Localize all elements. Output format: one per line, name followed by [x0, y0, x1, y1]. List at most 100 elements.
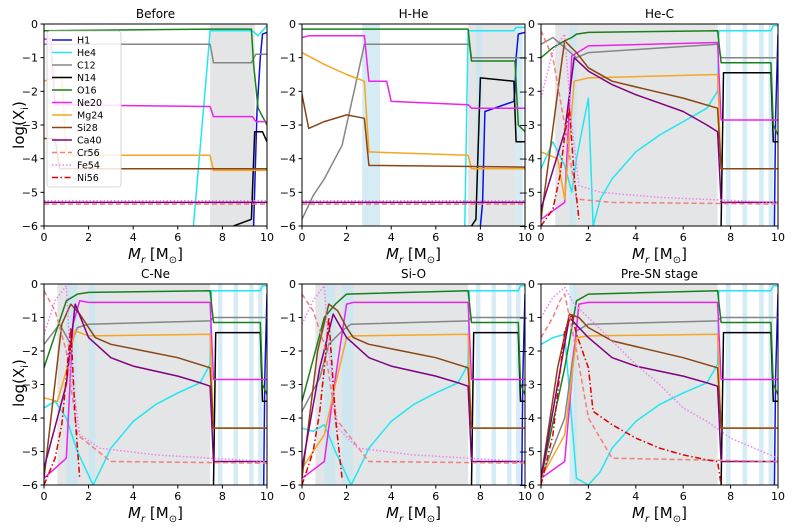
y-tick-label: −3 [280, 379, 296, 392]
svg-text:log(Xi): log(Xi) [10, 101, 31, 149]
legend-label: Si28 [77, 123, 98, 134]
series-o16 [302, 289, 525, 402]
series-group [302, 284, 525, 485]
convective-band [475, 284, 481, 485]
series-h1 [773, 294, 778, 485]
legend-label: He4 [77, 48, 96, 59]
x-tick-label: 6 [680, 231, 687, 244]
x-tick-label: 4 [388, 490, 395, 503]
x-tick-label: 6 [432, 490, 439, 503]
y-tick-label: −3 [519, 119, 535, 132]
y-tick-label: −2 [280, 345, 296, 358]
y-tick-label: −2 [22, 85, 38, 98]
series-cr56 [541, 293, 778, 463]
series-ne20 [541, 301, 778, 479]
convective-band [516, 284, 521, 485]
convective-band [768, 284, 774, 485]
series-c12 [44, 43, 267, 64]
svg-text:log(Xi): log(Xi) [10, 359, 31, 407]
y-tick-label: −6 [22, 479, 38, 492]
y-tick-label: −4 [519, 412, 535, 425]
series-ne20 [302, 35, 525, 109]
series-ca40 [44, 303, 267, 469]
convective-band [324, 284, 336, 485]
convective-band [217, 284, 223, 485]
x-tick-label: 8 [727, 231, 734, 244]
series-he4 [192, 25, 267, 226]
panel-title: Before [136, 7, 175, 21]
x-tick-label: 4 [130, 490, 137, 503]
y-tick-label: −2 [519, 85, 535, 98]
x-tick-label: 0 [538, 231, 545, 244]
series-h1 [520, 294, 525, 485]
convective-band [66, 284, 78, 485]
y-tick-label: −5 [280, 186, 296, 199]
panel-title: He-C [645, 7, 674, 21]
y-tick-label: −4 [280, 412, 296, 425]
y-tick-label: −5 [280, 446, 296, 459]
convective-band [491, 284, 497, 485]
legend-label: Cr56 [77, 148, 100, 159]
y-tick-label: −5 [22, 186, 38, 199]
x-tick-label: 6 [174, 231, 181, 244]
x-axis-label: Mr [M⊙] [128, 245, 183, 266]
y-tick-label: 0 [289, 278, 296, 291]
series-h1 [262, 294, 267, 485]
series-si28 [541, 313, 778, 479]
panel-1: H-He 0 2 4 6 8 10 0 −1 −2 −3 −4 −5 −6 Mr [M⊙] [280, 7, 532, 266]
x-tick-label: 6 [680, 490, 687, 503]
y-tick-label: −2 [22, 345, 38, 358]
x-tick-label: 2 [585, 231, 592, 244]
x-axis-label: Mr [M⊙] [386, 245, 441, 266]
y-tick-label: −1 [280, 312, 296, 325]
convective-band [88, 284, 96, 485]
series-ca40 [302, 313, 525, 469]
series-o16 [302, 28, 525, 133]
series-cr56 [302, 293, 525, 464]
series-he4 [541, 24, 778, 226]
x-tick-label: 4 [632, 231, 639, 244]
legend-label: C12 [77, 61, 96, 72]
ylabel-text: log(X [10, 110, 28, 149]
series-o16 [44, 289, 267, 395]
series-group [541, 284, 778, 485]
legend-label: Fe54 [77, 161, 100, 172]
x-tick-label: 2 [343, 231, 350, 244]
ylabel-sub: i [20, 365, 31, 368]
series-fe54 [302, 284, 525, 463]
legend-label: H1 [77, 36, 90, 47]
series-cr56 [541, 30, 778, 205]
y-tick-label: −3 [519, 379, 535, 392]
series-group [302, 26, 525, 226]
y-tick-label: −5 [519, 446, 535, 459]
y-tick-label: −4 [519, 153, 535, 166]
ylabel-sub: i [20, 107, 31, 110]
x-tick-label: 8 [219, 490, 226, 503]
convective-band [759, 284, 764, 485]
y-tick-label: −6 [519, 479, 535, 492]
y-tick-label: 0 [528, 278, 535, 291]
y-tick-label: 0 [31, 18, 38, 31]
y-tick-label: −4 [22, 153, 38, 166]
panel-title: Pre-SN stage [621, 267, 698, 281]
series-si28 [44, 303, 267, 479]
y-axis-label-top: log(Xi) [10, 101, 31, 149]
x-tick-label: 4 [388, 231, 395, 244]
series-group [541, 24, 778, 226]
series-si28 [541, 40, 778, 220]
series-ni56 [44, 326, 81, 485]
convective-band [507, 284, 512, 485]
series-ca40 [541, 56, 778, 210]
series-fe54 [541, 286, 778, 459]
y-tick-label: −1 [22, 312, 38, 325]
panel-title: H-He [399, 7, 429, 21]
panel-title: Si-O [401, 267, 426, 281]
series-n14 [470, 77, 525, 226]
x-tick-label: 8 [219, 231, 226, 244]
series-he4 [464, 26, 525, 226]
legend-label: Ni56 [77, 173, 99, 184]
x-tick-label: 10 [518, 490, 532, 503]
panel-5: Pre-SN stage 0 2 4 6 8 10 0 −1 −2 −3 −4 −5 −6 Mr [M⊙] [519, 267, 785, 525]
